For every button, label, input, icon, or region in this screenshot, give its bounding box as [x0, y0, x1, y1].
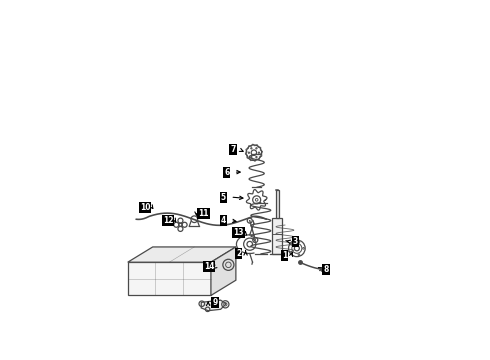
Polygon shape [128, 247, 236, 262]
Text: 9: 9 [213, 298, 218, 307]
Circle shape [291, 244, 293, 245]
Circle shape [291, 251, 293, 253]
Text: 13: 13 [233, 228, 244, 237]
Circle shape [298, 241, 300, 243]
Polygon shape [128, 262, 211, 296]
Polygon shape [201, 300, 226, 311]
Circle shape [251, 148, 252, 149]
Text: 4: 4 [221, 216, 226, 225]
Circle shape [256, 156, 257, 158]
Text: 2: 2 [236, 249, 241, 258]
Text: 10: 10 [140, 203, 150, 212]
Circle shape [258, 152, 260, 153]
Circle shape [251, 156, 252, 158]
Bar [272, 218, 282, 254]
Text: 8: 8 [323, 265, 329, 274]
Polygon shape [211, 247, 236, 296]
Text: 12: 12 [163, 216, 173, 225]
Text: 5: 5 [221, 193, 226, 202]
Circle shape [298, 254, 300, 256]
Text: 11: 11 [198, 209, 209, 218]
Text: 6: 6 [224, 168, 229, 177]
Text: 3: 3 [293, 237, 298, 246]
Text: 1: 1 [282, 251, 287, 260]
Circle shape [248, 152, 249, 153]
Circle shape [256, 148, 257, 149]
Text: 14: 14 [204, 262, 214, 271]
Bar [275, 190, 279, 218]
Circle shape [303, 247, 304, 249]
Text: 7: 7 [230, 145, 236, 154]
